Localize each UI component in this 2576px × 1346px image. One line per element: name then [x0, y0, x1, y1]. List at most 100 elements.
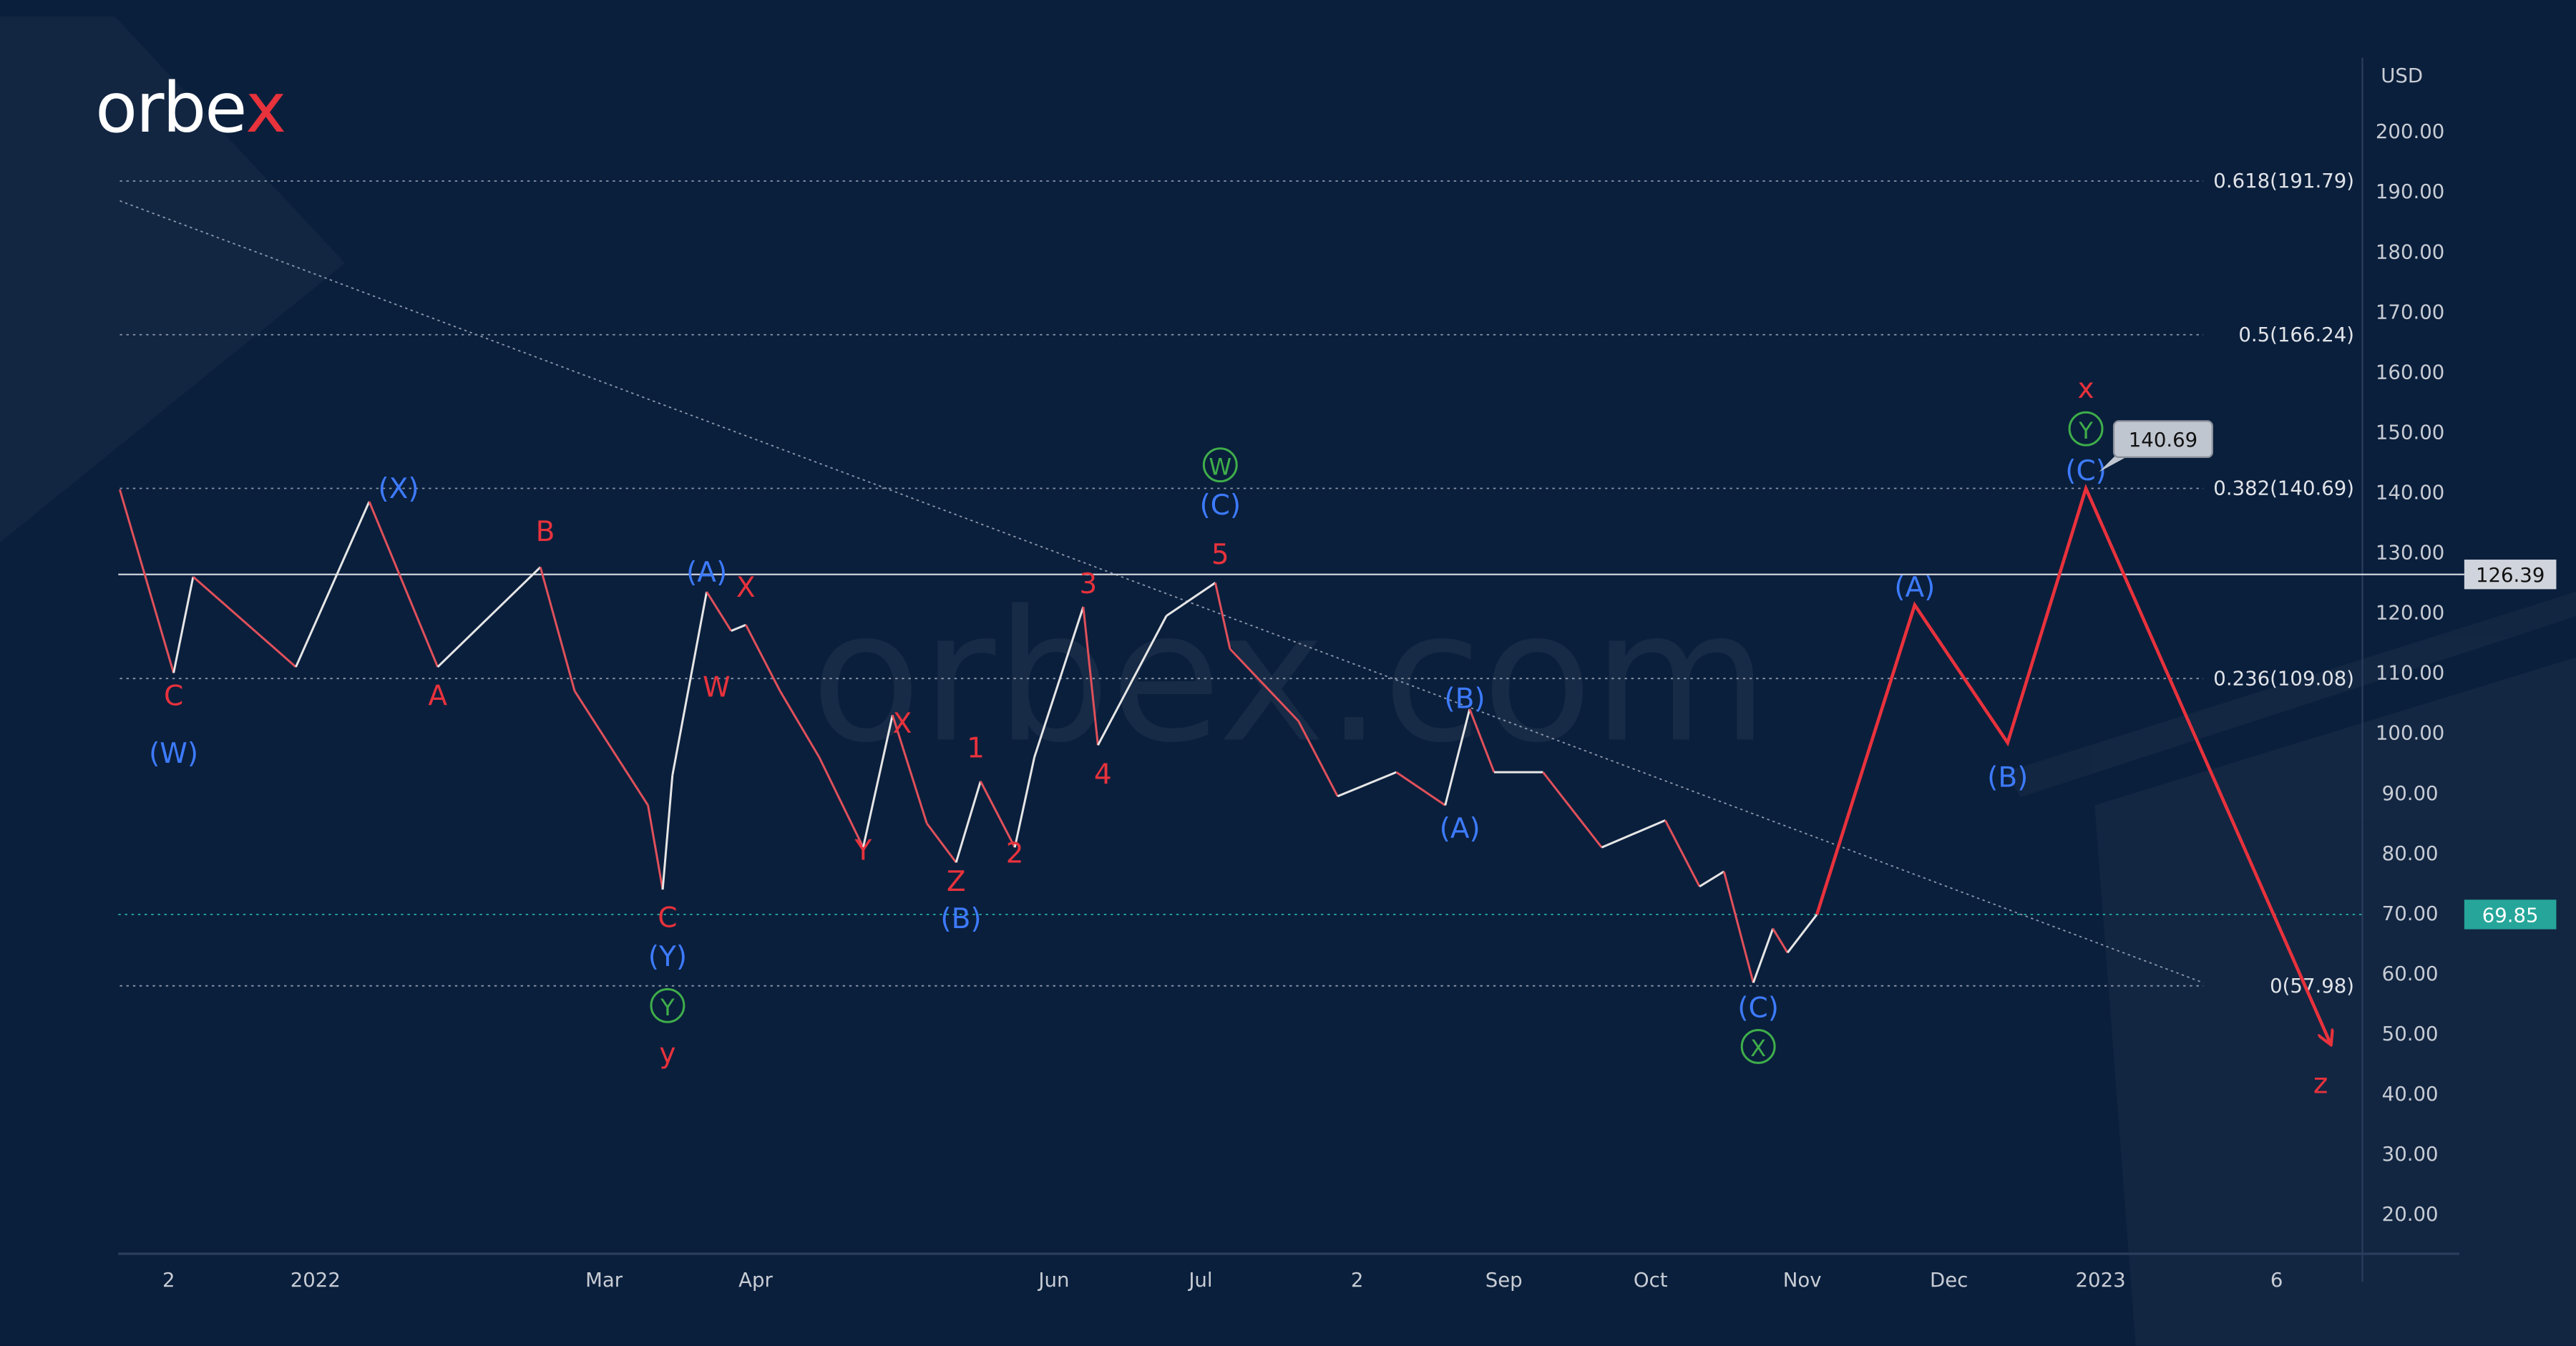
wave-label: (B) — [1444, 683, 1485, 716]
price-axis[interactable]: 200.00 190.00 180.00 170.00 160.00 150.00 140.… — [2376, 120, 2444, 1226]
wave-label: (A) — [1440, 813, 1480, 845]
x-tick-label: Jun — [1037, 1269, 1069, 1292]
price-segment — [1214, 582, 1231, 650]
y-tick-label: 40.00 — [2382, 1083, 2439, 1106]
wave-label: Y — [854, 834, 872, 867]
y-tick-label: 170.00 — [2376, 301, 2444, 323]
x-tick-label: 2023 — [2076, 1269, 2126, 1292]
wave-label: 1 — [967, 732, 985, 764]
price-segment — [1166, 582, 1216, 617]
x-tick-label: Oct — [1634, 1269, 1668, 1292]
wave-label: W — [703, 672, 731, 704]
price-segment — [1752, 928, 1775, 983]
wave-label-circle — [2068, 411, 2104, 447]
price-segment — [706, 591, 733, 632]
wave-label: (A) — [686, 557, 727, 589]
x-tick-label: Sep — [1485, 1269, 1523, 1292]
price-segment — [1229, 648, 1299, 722]
fib-level-label: 0.382(140.69) — [2213, 477, 2354, 500]
wave-label: Z — [947, 866, 966, 898]
price-segment — [925, 822, 957, 864]
y-tick-label: 120.00 — [2376, 602, 2444, 625]
y-tick-label: 110.00 — [2376, 662, 2444, 685]
price-segment — [744, 624, 781, 692]
wave-label: x — [2078, 373, 2094, 405]
price-segment — [1082, 606, 1099, 746]
wave-label-circle — [650, 987, 686, 1023]
price-segment — [862, 714, 894, 848]
time-axis[interactable]: 2 2022 Mar Apr Jun Jul 2 Sep Oct Nov Dec 2023 6 — [162, 1269, 2283, 1292]
wave-label: (B) — [1987, 762, 2028, 794]
y-tick-label: 190.00 — [2376, 180, 2444, 203]
y-tick-label: 160.00 — [2376, 361, 2444, 384]
wave-label: W — [1209, 453, 1231, 480]
wave-label: (A) — [1894, 572, 1935, 604]
current-price-badge — [2464, 899, 2557, 930]
price-segment — [955, 781, 982, 863]
y-tick-label: 50.00 — [2382, 1023, 2439, 1045]
price-segment — [368, 501, 439, 668]
wave-label: (Y) — [648, 941, 687, 973]
price-segment — [172, 576, 195, 673]
price-segment — [1395, 771, 1446, 806]
currency-label: USD — [2381, 64, 2423, 87]
price-segment — [1337, 771, 1397, 798]
wave-label-circle — [1740, 1028, 1776, 1064]
wave-label: y — [659, 1038, 675, 1070]
fib-level-label: 0(57.98) — [2270, 975, 2354, 998]
wave-label: Y — [660, 994, 675, 1021]
y-tick-label: 30.00 — [2382, 1143, 2439, 1166]
orbex-logo: orbex — [95, 68, 286, 148]
price-segment — [1444, 708, 1471, 806]
price-segment — [539, 567, 576, 692]
projection-path — [1815, 483, 2331, 1044]
price-segment — [1097, 615, 1168, 746]
horizontal-level-badge — [2464, 560, 2557, 590]
y-tick-label: 130.00 — [2376, 542, 2444, 565]
x-tick-label: 2 — [162, 1269, 175, 1292]
price-segment — [818, 756, 864, 848]
price-segment — [1786, 914, 1818, 954]
price-segment — [1772, 927, 1789, 954]
price-segment — [192, 575, 297, 668]
price-segment — [1542, 771, 1603, 849]
x-tick-label: 6 — [2270, 1269, 2283, 1292]
price-segment — [1033, 606, 1085, 758]
y-tick-label: 100.00 — [2376, 722, 2444, 745]
wave-label: z — [2313, 1068, 2328, 1100]
y-tick-label: 60.00 — [2382, 962, 2439, 985]
x-tick-label: Apr — [738, 1269, 773, 1292]
wave-label: (C) — [2065, 455, 2107, 487]
fib-level-label: 0.236(109.08) — [2213, 667, 2354, 690]
wave-label: (B) — [940, 903, 981, 935]
wave-label: A — [428, 680, 447, 712]
wave-label: X — [736, 572, 756, 604]
price-callout: 140.69 — [2099, 420, 2214, 472]
y-tick-label: 20.00 — [2382, 1203, 2439, 1226]
current-price-label: 69.85 — [2482, 904, 2539, 927]
x-tick-label: Mar — [585, 1269, 623, 1292]
svg-text:orbex: orbex — [95, 68, 285, 148]
y-tick-label: 200.00 — [2376, 120, 2444, 143]
price-segment — [436, 566, 542, 668]
wave-label: (C) — [1737, 993, 1779, 1025]
wave-labels: C (W) (X) A B (A) X W C (Y) Yy X Y 1 Z 2 (B) 3 4 W (C) 5 (B) (A… — [149, 373, 2328, 1101]
wave-label: X — [1750, 1035, 1766, 1062]
price-segment — [671, 591, 708, 776]
y-tick-label: 80.00 — [2382, 842, 2439, 865]
price-segment — [779, 690, 821, 758]
price-segment — [1468, 708, 1496, 773]
wave-label: 5 — [1211, 539, 1229, 571]
price-segment — [1699, 870, 1725, 888]
price-segment — [1601, 819, 1666, 849]
horizontal-level-label: 126.39 — [2476, 564, 2545, 587]
callout-box — [2112, 420, 2214, 459]
price-segment — [647, 805, 664, 890]
x-tick-label: Jul — [1187, 1269, 1212, 1292]
watermark: orbex.com — [811, 572, 1769, 782]
price-segment — [731, 623, 746, 633]
y-tick-label: 140.00 — [2376, 482, 2444, 504]
price-series — [118, 489, 1818, 983]
